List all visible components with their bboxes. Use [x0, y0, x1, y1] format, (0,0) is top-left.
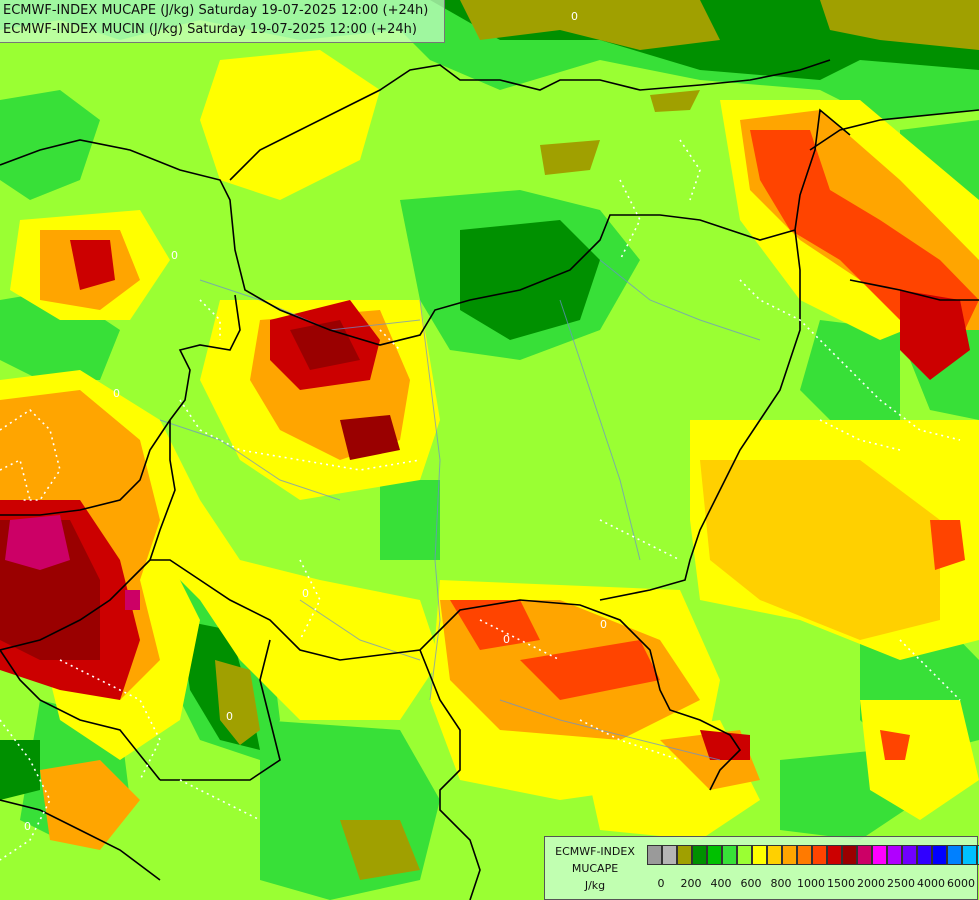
legend-swatch	[767, 845, 782, 865]
legend-swatch	[812, 845, 827, 865]
rivers	[159, 259, 761, 761]
contour-label: 0	[600, 618, 607, 631]
map-title-box: ECMWF-INDEX MUCAPE (J/kg) Saturday 19-07…	[0, 0, 445, 43]
legend-swatch	[917, 845, 932, 865]
contour-label: 0	[302, 587, 309, 600]
contour-labels: 0 0 0 0 0 0 0 0	[24, 10, 607, 833]
country-borders	[0, 59, 979, 900]
legend-swatch	[887, 845, 902, 865]
legend-swatch	[902, 845, 917, 865]
legend-swatch	[707, 845, 722, 865]
legend-swatch	[842, 845, 857, 865]
contour-label: 0	[571, 10, 578, 23]
legend-swatch	[977, 845, 979, 865]
legend-title-line-2: MUCAPE	[571, 862, 619, 875]
legend-tick-label: 4000	[917, 877, 945, 890]
legend-tick-label: 200	[680, 877, 702, 890]
legend-swatch	[737, 845, 752, 865]
legend-swatch	[962, 845, 977, 865]
legend-swatch	[662, 845, 677, 865]
legend-swatch	[797, 845, 812, 865]
legend-tick-label: 1500	[827, 877, 855, 890]
legend-swatch	[677, 845, 692, 865]
contour-label: 0	[24, 820, 31, 833]
contour-label: 0	[113, 387, 120, 400]
legend-tick-label: 800	[770, 877, 792, 890]
legend-swatch	[857, 845, 872, 865]
extreme-cape-core-small	[125, 590, 140, 610]
contour-label: 0	[171, 249, 178, 262]
legend-swatch	[947, 845, 962, 865]
legend-tick-label: 6000	[947, 877, 975, 890]
legend-swatch	[782, 845, 797, 865]
legend-tick-label: 2500	[887, 877, 915, 890]
legend-title-line-1: ECMWF-INDEX	[555, 845, 635, 858]
map-title-line-2: ECMWF-INDEX MUCIN (J/kg) Saturday 19-07-…	[3, 22, 417, 37]
legend-swatch	[932, 845, 947, 865]
legend-swatch	[827, 845, 842, 865]
legend-swatch	[752, 845, 767, 865]
legend-tick-label: 400	[710, 877, 732, 890]
contour-label: 0	[503, 633, 510, 646]
legend-tick-label: 0	[657, 877, 665, 890]
mucin-contours	[0, 139, 961, 861]
legend-swatch	[692, 845, 707, 865]
very-high-cape-regions	[0, 130, 979, 760]
legend-swatch	[722, 845, 737, 865]
contour-label: 0	[226, 710, 233, 723]
color-legend: ECMWF-INDEX MUCAPE J/kg 0 200 400 600 800 100…	[544, 836, 979, 900]
legend-tick-label: 2000	[857, 877, 885, 890]
extreme-cape-core	[5, 515, 70, 570]
legend-tick-label: 1000	[797, 877, 825, 890]
legend-unit: J/kg	[584, 879, 606, 892]
legend-swatch	[872, 845, 887, 865]
map-title-line-1: ECMWF-INDEX MUCAPE (J/kg) Saturday 19-07…	[3, 3, 429, 18]
legend-swatch	[647, 845, 662, 865]
legend-tick-label: 600	[740, 877, 762, 890]
